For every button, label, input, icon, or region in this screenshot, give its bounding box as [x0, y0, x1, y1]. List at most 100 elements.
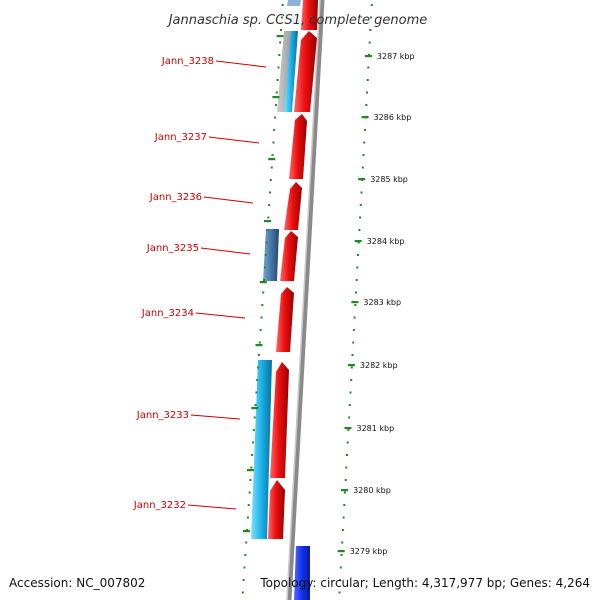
minor-tick: [347, 429, 350, 431]
major-tick-inner: [276, 35, 284, 38]
gene-label-leader-line: [195, 312, 246, 319]
minor-tick: [357, 254, 359, 256]
minor-tick: [251, 454, 254, 456]
gene-label: Jann_3236: [149, 192, 202, 203]
minor-tick: [370, 4, 373, 6]
major-tick-outer: [337, 550, 345, 553]
gene-labels: Jann_3238 Jann_3237 Jann_3236 Jann_3235 Jann…: [133, 56, 267, 511]
minor-tick: [278, 54, 281, 56]
minor-tick: [355, 291, 357, 294]
minor-tick: [341, 529, 344, 531]
kbp-tick-label: 3284 kbp: [367, 237, 405, 246]
minor-tick: [359, 204, 362, 206]
minor-tick: [351, 354, 354, 356]
minor-tick: [244, 554, 247, 556]
cds-reverse-jann-3238: [284, 31, 298, 112]
major-tick-inner: [268, 158, 276, 161]
kbp-tick-label: 3281 kbp: [357, 424, 395, 433]
minor-tick: [341, 541, 344, 544]
minor-tick: [275, 91, 278, 94]
minor-tick: [369, 29, 372, 31]
minor-tick: [361, 166, 364, 169]
minor-tick: [274, 116, 277, 119]
minor-tick: [257, 354, 260, 356]
minor-tick: [258, 341, 261, 344]
gene-label-leader-line: [208, 136, 260, 144]
minor-tick: [348, 416, 351, 419]
major-tick-outer: [344, 427, 352, 430]
gene-label-leader-line: [203, 196, 254, 204]
major-tick-inner: [264, 220, 271, 223]
minor-tick: [277, 66, 280, 69]
minor-tick: [352, 329, 355, 331]
major-tick-inner: [247, 469, 254, 472]
minor-tick: [366, 91, 368, 94]
gene-label-leader-line: [187, 504, 237, 510]
minor-tick: [359, 216, 362, 219]
minor-tick: [268, 204, 271, 206]
minor-tick: [355, 279, 358, 281]
minor-tick: [269, 191, 271, 194]
minor-tick: [349, 391, 352, 394]
minor-tick: [255, 391, 258, 394]
major-tick-outer: [361, 116, 369, 119]
minor-tick: [276, 79, 279, 81]
minor-tick: [350, 379, 353, 381]
major-tick-outer: [354, 240, 362, 243]
tick-marks: 3287 kbp 3286 kbp 3285 kbp 3284 kbp 3283 kbp…: [241, 4, 415, 594]
minor-tick: [249, 479, 252, 481]
minor-tick: [358, 229, 361, 231]
minor-tick: [363, 129, 366, 131]
gene-label: Jann_3234: [141, 308, 194, 319]
minor-tick: [248, 491, 251, 494]
gene-label-leader-line: [200, 247, 251, 255]
kbp-tick-label: 3286 kbp: [374, 113, 412, 122]
major-tick-outer: [364, 55, 372, 58]
minor-tick: [279, 41, 282, 44]
minor-tick: [363, 141, 366, 144]
accession-label: Accession: NC_007802: [9, 576, 146, 590]
gene-label: Jann_3232: [133, 500, 186, 511]
minor-tick: [252, 429, 255, 431]
major-tick-inner: [259, 281, 267, 284]
minor-tick: [272, 141, 275, 144]
minor-tick: [370, 16, 373, 19]
minor-tick: [338, 591, 341, 594]
kbp-tick-label: 3280 kbp: [353, 486, 391, 495]
minor-tick: [340, 554, 343, 556]
minor-tick: [345, 466, 348, 469]
cds-forward-jann-3236: [284, 182, 302, 230]
minor-tick: [366, 79, 369, 81]
minor-tick: [241, 591, 244, 594]
minor-tick: [367, 66, 370, 69]
cds-reverse-blue-bottom: [294, 546, 310, 600]
minor-tick: [362, 154, 365, 156]
minor-tick: [368, 41, 371, 44]
major-tick-outer: [341, 489, 349, 492]
minor-tick: [342, 516, 345, 519]
gene-label: Jann_3235: [146, 243, 199, 254]
gene-label-leader-line: [190, 414, 241, 420]
kbp-tick-label: 3282 kbp: [360, 361, 398, 370]
minor-tick: [246, 516, 249, 519]
minor-tick: [281, 4, 284, 6]
minor-tick: [354, 304, 357, 306]
genome-backbone-highlight: [286, 0, 321, 600]
minor-tick: [259, 329, 262, 331]
minor-tick: [252, 441, 254, 444]
minor-tick: [256, 379, 259, 381]
major-tick-inner: [242, 530, 250, 533]
minor-tick: [254, 404, 257, 406]
minor-tick: [346, 454, 348, 456]
minor-tick: [263, 266, 266, 269]
minor-tick: [250, 466, 253, 469]
cds-reverse-jann-3233: [251, 360, 272, 539]
minor-tick: [269, 179, 272, 181]
kbp-tick-label: 3287 kbp: [377, 52, 415, 61]
cds-forward-jann-3238: [301, 0, 318, 30]
minor-tick: [344, 491, 346, 494]
major-tick-outer: [347, 364, 355, 367]
minor-tick: [245, 541, 248, 544]
cds-forward-jann-3235: [280, 231, 298, 281]
